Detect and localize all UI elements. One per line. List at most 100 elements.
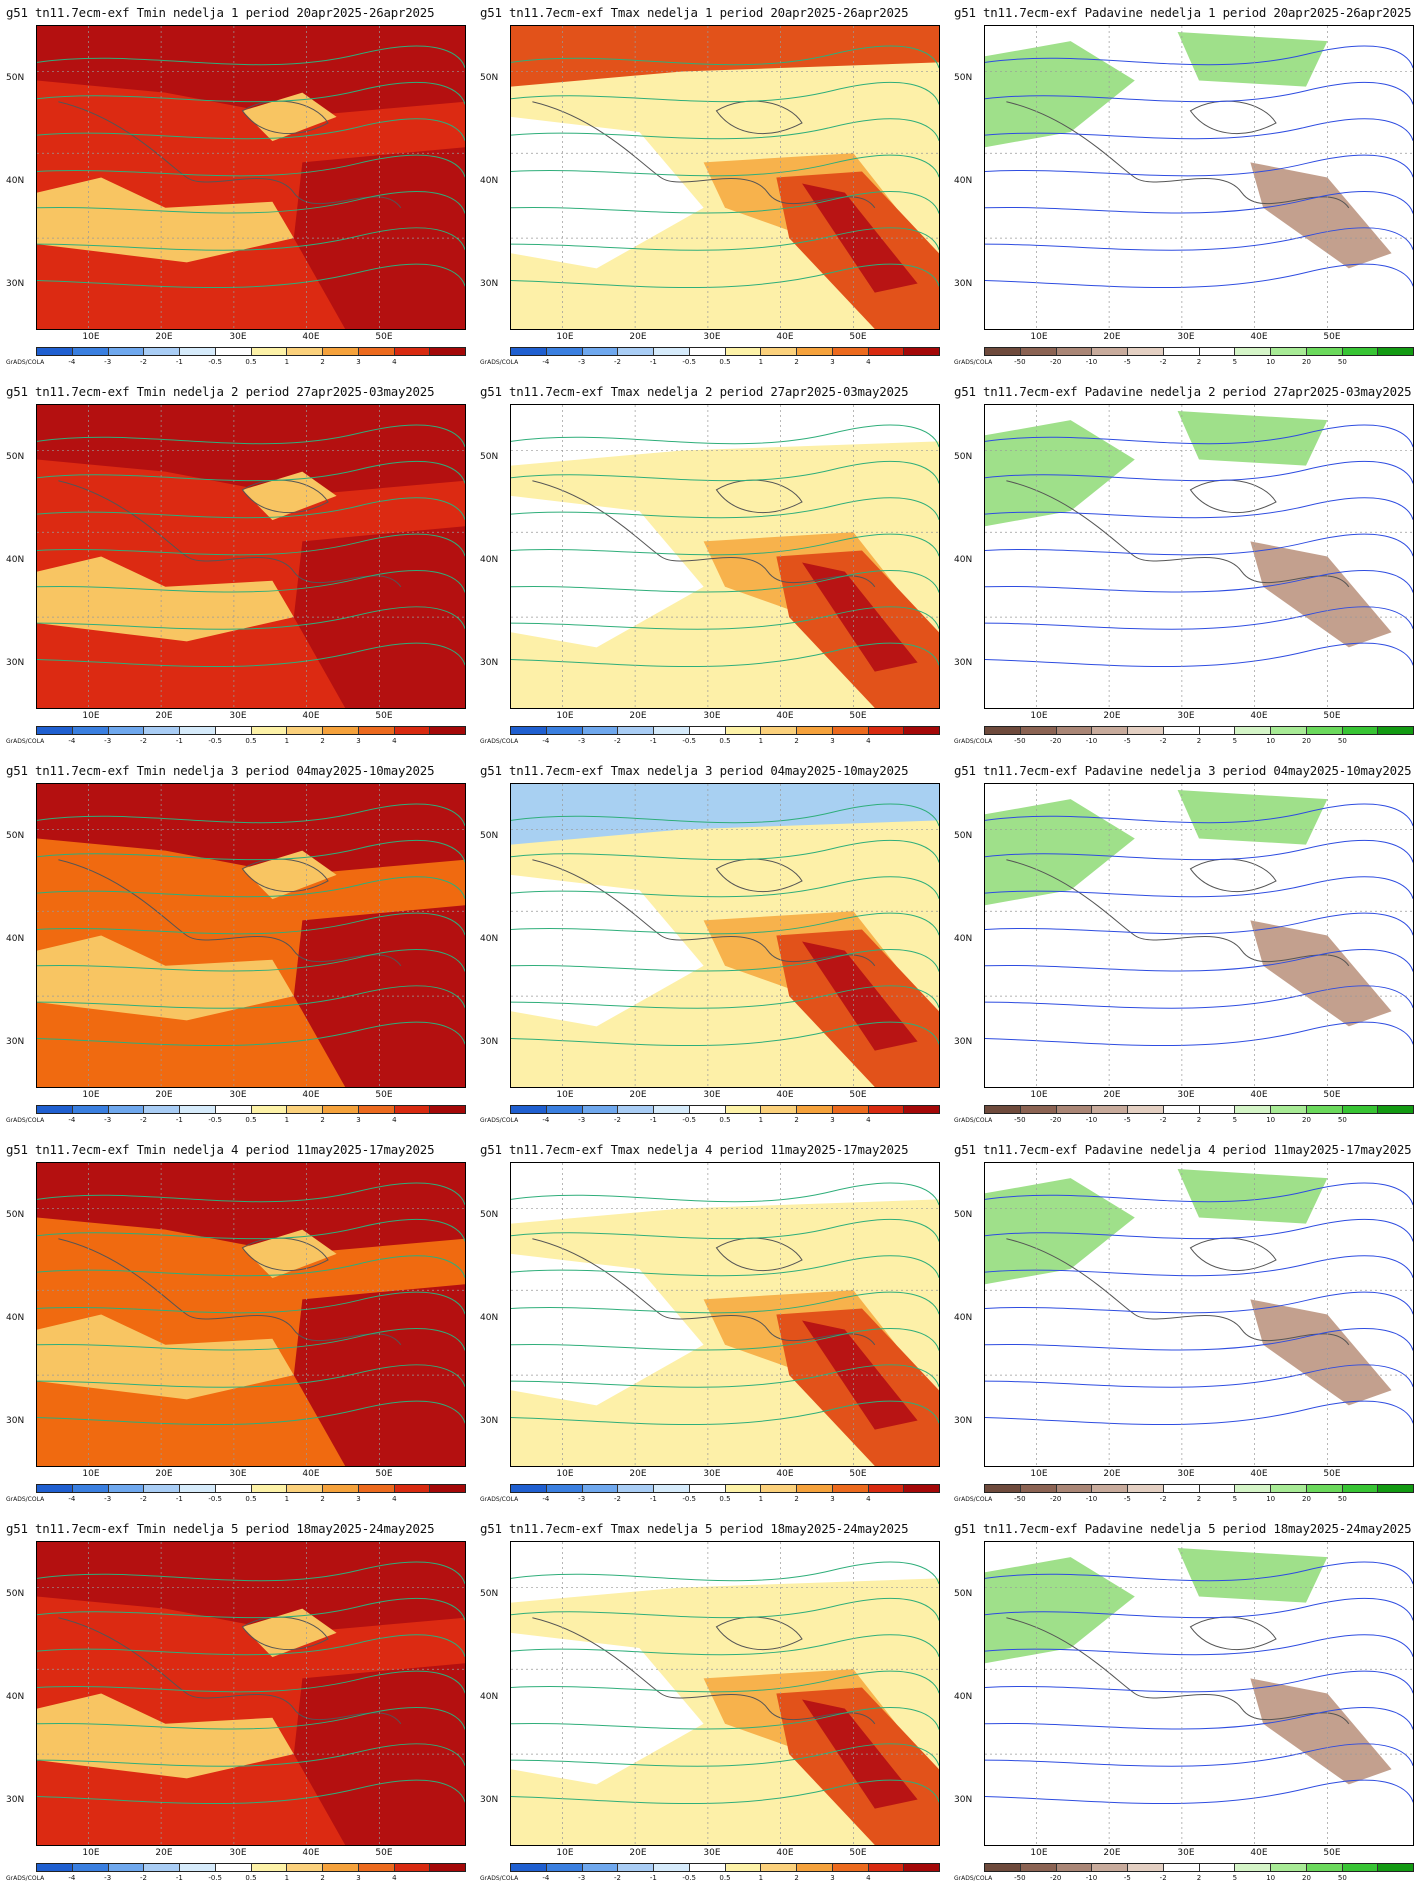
colorbar-tick-label: -0.5 [682,1874,696,1882]
colorbar-swatch [108,348,145,355]
contour-line [511,1707,939,1730]
colorbar [984,1484,1414,1493]
colorbar-tick-label: 2 [794,1116,799,1124]
colorbar-swatch [287,1485,323,1492]
colorbar [510,347,940,356]
contour-line [37,606,465,630]
latitude-label: 30N [6,1037,25,1047]
contour-line [511,1779,939,1805]
contour-line [511,424,939,448]
longitude-label: 20E [629,1090,647,1100]
colorbar-swatch [725,348,762,355]
latitude-label: 30N [480,279,499,289]
colorbar-swatch [1020,727,1057,734]
contour-line [37,460,465,484]
colorbar-tick-label: -2 [140,358,147,366]
colorbar-tick-label: 0.5 [245,1874,257,1882]
colorbar [36,347,466,356]
colorbar-swatch [287,1864,323,1871]
colorbar-swatch [251,727,288,734]
map-anomaly-region [985,41,1135,148]
colorbar-source-note: GrADS/COLA [480,1496,519,1503]
colorbar-tick-label: 20 [1302,1116,1311,1124]
latitude-label: 30N [480,1416,499,1426]
colorbar-tick-label: 0.5 [719,1116,731,1124]
contour-line [511,118,939,141]
contour-line [37,191,465,214]
colorbar-source-note: GrADS/COLA [6,1875,45,1882]
longitude-label: 10E [82,1848,100,1858]
colorbar-tick-label: -50 [1014,358,1026,366]
colorbar [984,347,1414,356]
contour-line [511,45,939,69]
longitude-label: 40E [776,332,794,342]
colorbar-tick-label: 2 [320,1495,325,1503]
colorbar-swatch [761,1106,797,1113]
colorbar-swatch [1056,1485,1093,1492]
longitude-label: 30E [703,1090,721,1100]
latitude-label: 30N [480,1037,499,1047]
latitude-label: 30N [954,658,973,668]
panel-title: g51 tn11.7ecm-exf Tmax nedelja 2 period … [480,384,909,399]
colorbar-tick-label: 3 [356,1495,361,1503]
contour-line [511,949,939,972]
colorbar-swatch [1128,1485,1164,1492]
map-anomaly-region [37,26,465,117]
colorbar-source-note: GrADS/COLA [954,359,993,366]
colorbar-swatch [689,1485,726,1492]
contour-line [985,1328,1413,1351]
contour-line [37,118,465,141]
colorbar-tick-label: 0.5 [245,1495,257,1503]
coastline [532,859,876,967]
colorbar-tick-label: 20 [1302,1495,1311,1503]
contour-line [37,1328,465,1351]
coastline [1006,101,1350,209]
map-field [985,26,1413,329]
colorbar-tick-label: -50 [1014,1116,1026,1124]
colorbar-swatch [832,1106,869,1113]
colorbar-swatch [1163,727,1200,734]
latitude-label: 40N [6,1313,25,1323]
longitude-label: 20E [155,711,173,721]
colorbar-tick-label: -3 [104,1874,112,1882]
longitude-label: 50E [849,1090,867,1100]
colorbar-swatch [868,1106,905,1113]
contour-line [37,424,465,448]
map-anomaly-region [802,1699,918,1809]
contour-line [511,1255,939,1278]
colorbar-swatch [904,727,939,734]
colorbar-swatch [1342,1106,1379,1113]
colorbar-tick-label: -0.5 [682,1116,696,1124]
contour-line [511,1182,939,1206]
map-anomaly-region [1177,32,1328,87]
colorbar-swatch [215,1106,252,1113]
panel-title: g51 tn11.7ecm-exf Padavine nedelja 5 per… [954,1521,1412,1536]
colorbar-swatch [323,1106,359,1113]
colorbar-swatch [904,348,939,355]
colorbar-tick-label: 2 [320,1874,325,1882]
colorbar-tick-label: -1 [175,358,183,366]
contour-line [37,1634,465,1657]
colorbar-tick-label: 0.5 [719,1495,731,1503]
colorbar-tick-label: 50 [1337,1874,1347,1882]
map-anomaly-region [37,1314,294,1400]
colorbar-source-note: GrADS/COLA [6,1496,45,1503]
colorbar-tick-label: -2 [1159,737,1167,745]
map-anomaly-region [985,1557,1135,1664]
colorbar-swatch [725,1485,762,1492]
colorbar-tick-label: 1 [758,737,764,745]
colorbar-swatch [394,1106,431,1113]
latitude-label: 40N [954,1692,973,1702]
map-anomaly-region [985,420,1135,527]
colorbar-swatch [797,727,833,734]
colorbar-swatch [394,1485,431,1492]
colorbar-swatch [725,1106,762,1113]
colorbar-swatch [1235,348,1271,355]
longitude-label: 40E [302,1469,320,1479]
map-frame [36,404,466,709]
coastline [532,1617,876,1725]
colorbar-tick-label: 0.5 [245,358,257,366]
colorbar [36,1863,466,1872]
colorbar-tick-label: 1 [758,1874,764,1882]
colorbar-tick-label: -10 [1085,358,1098,366]
